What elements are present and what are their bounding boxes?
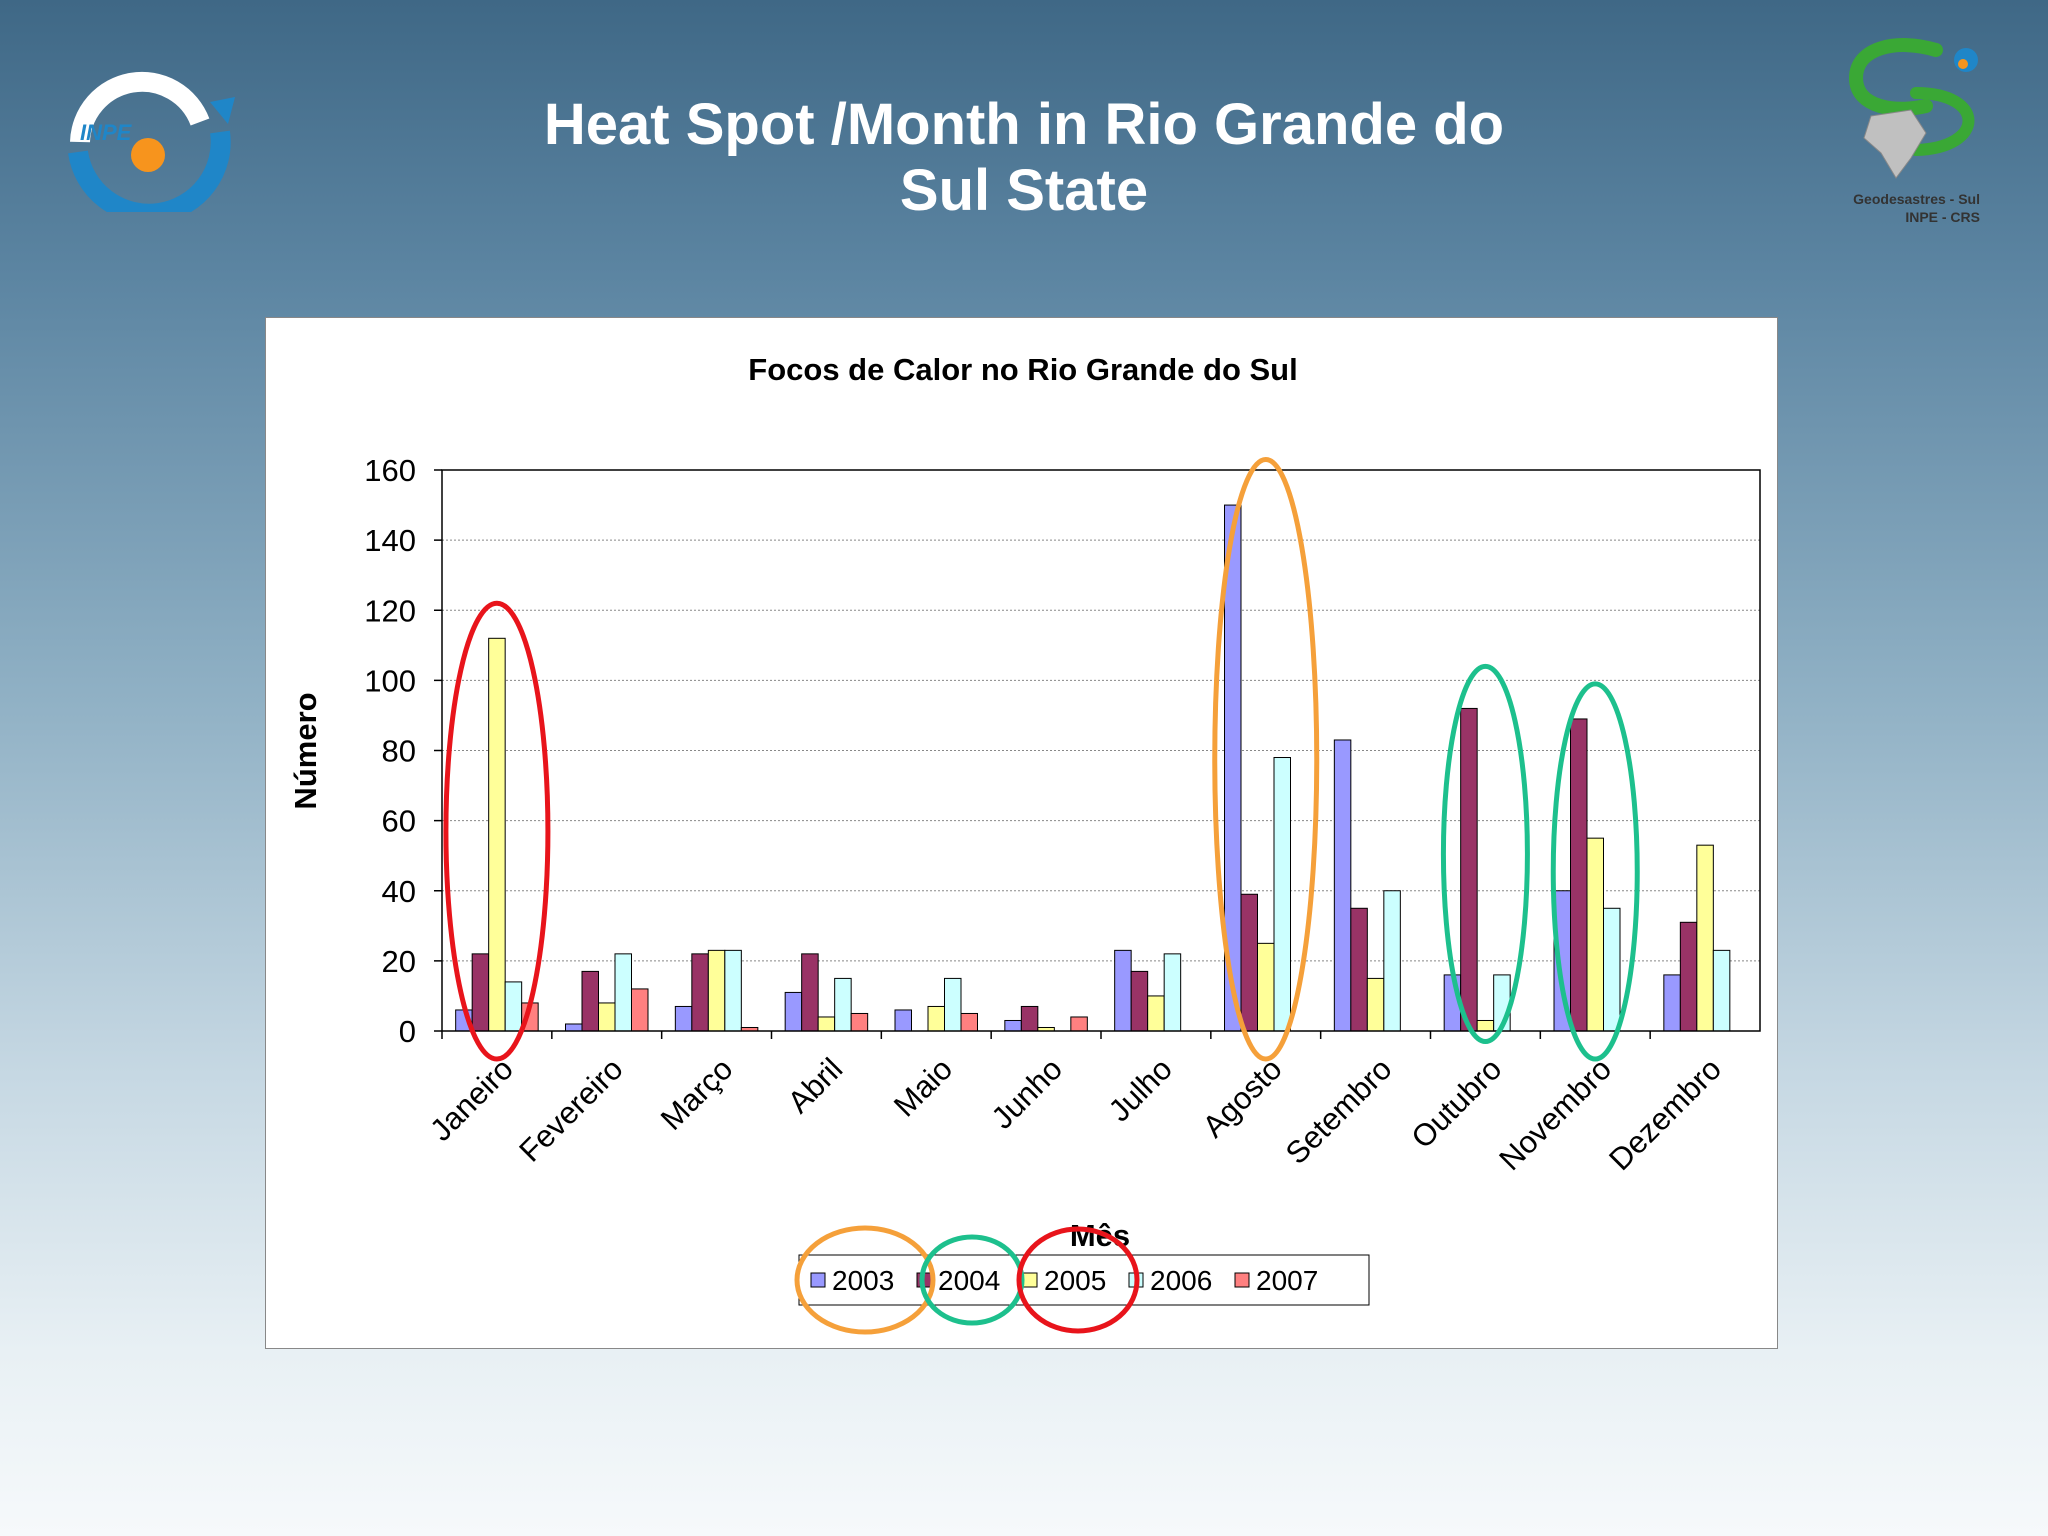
legend-label-2006: 2006 <box>1150 1265 1212 1296</box>
x-tick-label: Setembro <box>1279 1051 1399 1171</box>
x-tick-label: Abril <box>781 1051 850 1120</box>
x-tick-label: Maio <box>887 1051 959 1123</box>
x-tick-label: Dezembro <box>1602 1051 1728 1177</box>
bar-2006-Abril <box>834 977 852 1032</box>
inpe-logo-text: INPE <box>80 120 133 145</box>
bar-2006-Maio <box>944 977 962 1032</box>
bar-2006-Dezembro <box>1712 949 1731 1032</box>
x-tick-label: Novembro <box>1492 1051 1618 1177</box>
y-tick-label: 80 <box>382 734 416 769</box>
bar-2004-Março <box>691 953 709 1032</box>
bar-2005-Dezembro <box>1696 844 1714 1032</box>
x-tick-label: Fevereiro <box>512 1051 629 1168</box>
bar-2003-Dezembro <box>1663 974 1681 1032</box>
y-tick-label: 100 <box>364 663 416 698</box>
legend-label-2004: 2004 <box>938 1265 1000 1296</box>
x-tick-label: Julho <box>1102 1051 1179 1128</box>
bar-2005-Agosto <box>1257 942 1275 1032</box>
geodesastres-caption-line1: Geodesastres - Sul <box>1853 191 1980 207</box>
bar-2004-Abril <box>801 953 819 1032</box>
x-tick-label: Março <box>654 1051 740 1137</box>
highlight-novembro <box>1550 681 1640 1062</box>
bar-2005-Julho <box>1147 995 1165 1032</box>
bar-2006-Março <box>724 949 742 1032</box>
bar-2005-Novembro <box>1586 837 1604 1032</box>
y-tick-label: 120 <box>364 593 416 628</box>
bar-2004-Fevereiro <box>581 970 599 1032</box>
bar-2004-Junho <box>1020 1005 1039 1032</box>
legend-label-2003: 2003 <box>832 1265 894 1296</box>
x-tick-label: Junho <box>985 1051 1069 1135</box>
bar-2005-Setembro <box>1366 977 1385 1032</box>
bar-2006-Setembro <box>1383 890 1401 1032</box>
bar-2003-Maio <box>894 1009 912 1032</box>
bar-2006-Julho <box>1163 953 1182 1032</box>
y-tick-label: 140 <box>364 523 416 558</box>
legend-box <box>798 1254 1370 1306</box>
bar-2005-Janeiro <box>488 637 506 1032</box>
bar-2006-Janeiro <box>504 981 523 1032</box>
bar-2007-Maio <box>960 1012 978 1032</box>
y-tick-label: 160 <box>364 453 416 488</box>
slide-title-line1: Heat Spot /Month in Rio Grande do <box>543 92 1505 157</box>
bar-2003-Julho <box>1114 949 1132 1032</box>
bar-2004-Agosto <box>1240 893 1258 1032</box>
bar-2004-Julho <box>1130 970 1149 1032</box>
y-tick-label: 60 <box>382 804 416 839</box>
bar-2005-Março <box>707 949 726 1032</box>
slide-title-line2: Sul State <box>899 158 1149 223</box>
geodesastres-logo-icon <box>1848 38 1978 179</box>
x-tick-label: Janeiro <box>423 1051 520 1148</box>
bar-chart: Focos de Calor no Rio Grande do Sul Núme… <box>288 352 1761 1335</box>
bar-2003-Fevereiro <box>565 1023 583 1032</box>
bar-2005-Outubro <box>1476 1019 1495 1032</box>
geodesastres-caption: Geodesastres - Sul INPE - CRS <box>1760 190 1980 226</box>
legend-swatch-2005 <box>1022 1272 1038 1288</box>
bar-2004-Outubro <box>1460 707 1478 1032</box>
bar-2005-Maio <box>927 1005 945 1032</box>
bar-2006-Fevereiro <box>614 953 632 1032</box>
highlight-agosto <box>1212 456 1320 1062</box>
bar-2004-Setembro <box>1350 907 1368 1032</box>
y-tick-label: 0 <box>399 1014 416 1049</box>
bar-2004-Janeiro <box>471 953 490 1032</box>
bar-2004-Novembro <box>1570 718 1588 1032</box>
highlight-legend-2005 <box>1016 1226 1140 1334</box>
bar-2005-Abril <box>817 1016 836 1032</box>
bar-2007-Junho <box>1070 1016 1088 1032</box>
legend-swatch-2007 <box>1234 1272 1250 1288</box>
legend-label-2007: 2007 <box>1256 1265 1318 1296</box>
legend-label-2005: 2005 <box>1044 1265 1106 1296</box>
plot-frame <box>441 469 1761 1032</box>
x-tick-label: Outubro <box>1404 1051 1508 1155</box>
legend-swatch-2003 <box>810 1272 826 1288</box>
highlight-outubro <box>1440 663 1530 1045</box>
slide-title: Heat Spot /Month in Rio Grande do Sul St… <box>424 92 1624 224</box>
chart-title: Focos de Calor no Rio Grande do Sul <box>748 352 1297 387</box>
highlight-janeiro <box>443 600 551 1062</box>
chart-panel: Focos de Calor no Rio Grande do Sul Núme… <box>265 317 1778 1349</box>
bar-2006-Novembro <box>1603 907 1621 1032</box>
bar-2007-Fevereiro <box>631 988 649 1032</box>
bar-2003-Junho <box>1004 1019 1022 1032</box>
highlight-legend-2003 <box>794 1225 936 1335</box>
bar-2005-Fevereiro <box>598 1002 616 1032</box>
y-tick-label: 40 <box>382 874 416 909</box>
bar-2003-Abril <box>784 991 803 1032</box>
inpe-logo-icon: INPE <box>68 71 235 212</box>
highlight-legend-2004 <box>919 1234 1025 1326</box>
bar-2004-Dezembro <box>1679 921 1698 1032</box>
bar-2007-Abril <box>850 1012 869 1032</box>
geodesastres-caption-line2: INPE - CRS <box>1905 209 1980 225</box>
bar-2003-Março <box>674 1005 693 1032</box>
y-tick-label: 20 <box>382 944 416 979</box>
x-tick-label: Agosto <box>1196 1051 1289 1144</box>
bar-2006-Agosto <box>1273 757 1291 1032</box>
y-axis-title: Número <box>288 692 323 809</box>
bar-2003-Setembro <box>1333 739 1352 1032</box>
